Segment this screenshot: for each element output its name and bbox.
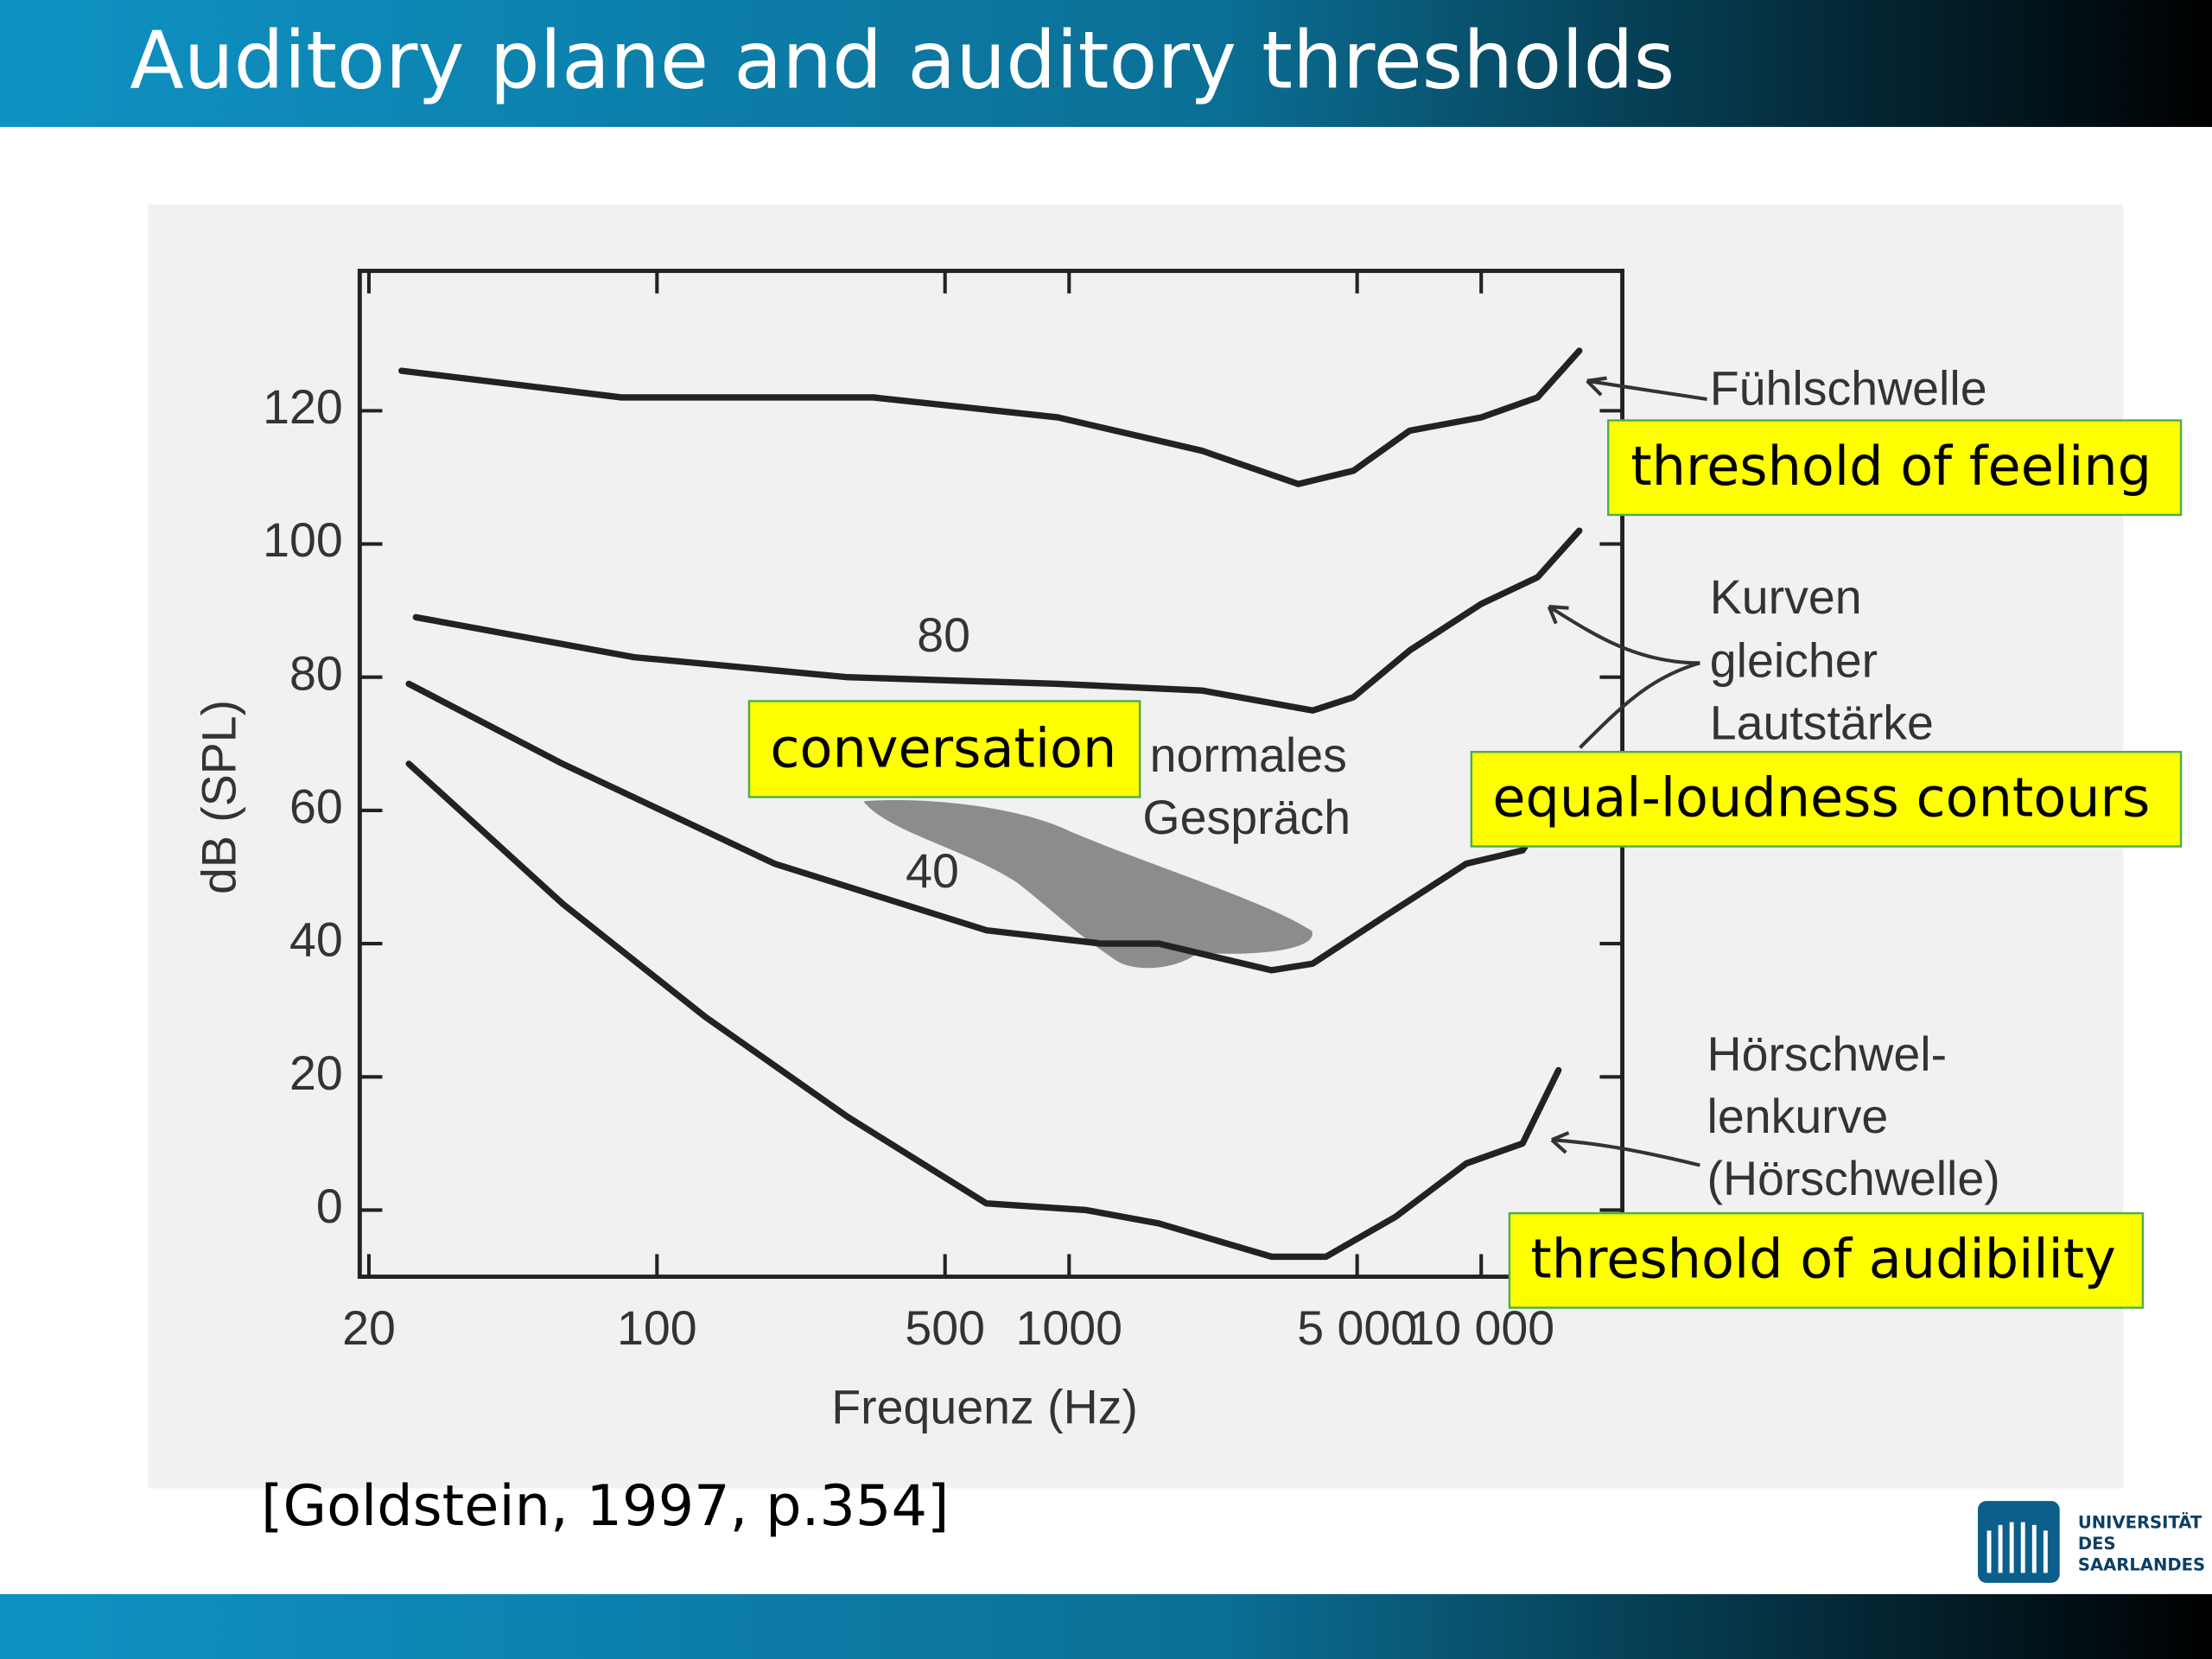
annotations: 80 40 normales Gespräch Fühlschwelle Kur… [906,362,2000,1205]
x-tick-label: 100 [617,1301,697,1355]
label-box-text: threshold of feeling [1630,435,2152,498]
y-tick-label: 60 [289,780,343,834]
label-box [1606,419,2183,517]
y-tick-label: 80 [289,646,343,700]
y-tick-label: 40 [289,913,343,967]
arrows [1547,376,1707,1167]
label-box-text: equal-loudness contours [1492,766,2150,829]
y-tick-label: 100 [263,513,343,567]
annotation: Hörschwel- [1707,1027,1948,1081]
footer-bar [0,1593,2212,1659]
y-tick-label: 0 [316,1179,343,1233]
x-axis-label: Frequenz (Hz) [831,1380,1138,1433]
x-tick-label: 500 [905,1301,985,1355]
label-box-text: conversation [770,716,1116,779]
annotation: (Hörschwelle) [1707,1152,2000,1205]
annotation: Gespräch [1142,791,1351,844]
y-axis-label: dB (SPL) [193,700,246,894]
label-box [1508,1211,2145,1309]
curve [412,527,1583,714]
citation: [Goldstein, 1997, p.354] [261,1473,949,1539]
curve [398,347,1583,487]
x-tick-label: 5 000 [1297,1301,1417,1355]
logo-text: SAARLANDES [2078,1555,2205,1575]
contour-label: 80 [917,608,970,662]
annotation: gleicher [1710,634,1878,688]
label-box [747,700,1141,798]
curve [405,680,1554,974]
label-box [1470,750,2183,848]
slide-title: Auditory plane and auditory thresholds [130,15,1675,107]
title-bar [0,0,2212,127]
annotation: Fühlschwelle [1710,362,1987,416]
curve [405,760,1562,1261]
logo: UNIVERSITÄT DES SAARLANDES [1977,1501,2205,1583]
contour-label: 40 [906,844,959,898]
x-tick-label: 20 [342,1301,396,1355]
logo-mark [1986,1522,2048,1573]
logo-text: DES [2078,1534,2116,1554]
x-tick-label: 10 000 [1408,1301,1554,1355]
y-tick-label: 120 [263,380,343,434]
y-tick-label: 20 [289,1046,343,1100]
label-box-text: threshold of audibility [1530,1227,2115,1290]
annotation: Kurven [1710,570,1862,624]
annotation: lenkurve [1707,1090,1889,1143]
annotation: normales [1150,728,1347,782]
annotation: Lautstärke [1710,696,1934,749]
speech-region [863,800,1313,969]
logo-text: UNIVERSITÄT [2078,1512,2202,1533]
x-tick-label: 1000 [1016,1301,1122,1355]
